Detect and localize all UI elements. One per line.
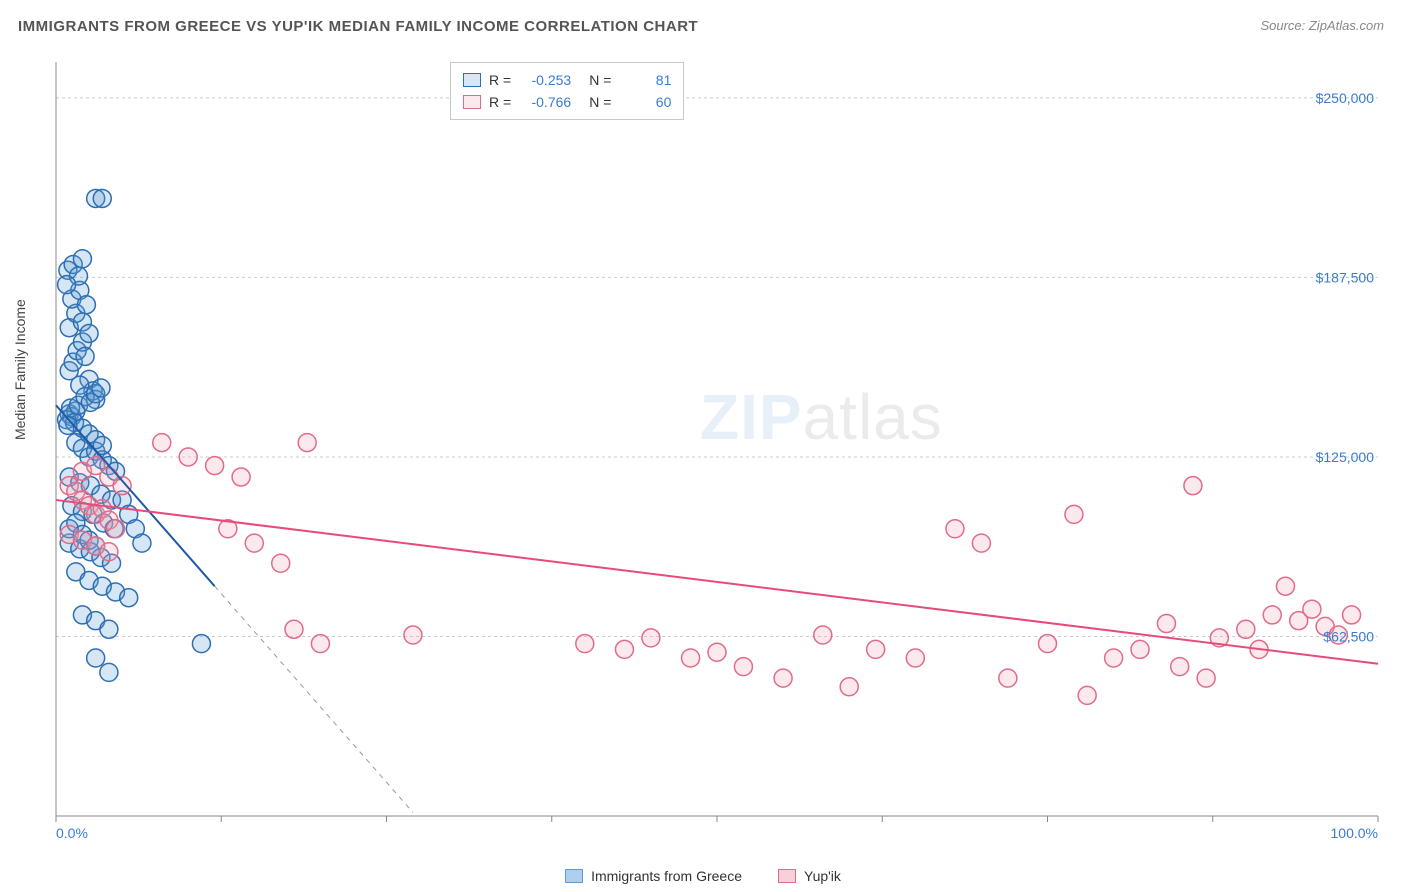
legend-label: Yup'ik (804, 868, 841, 884)
data-point (1171, 658, 1189, 676)
legend-bottom: Immigrants from Greece Yup'ik (0, 868, 1406, 886)
data-point (76, 347, 94, 365)
data-point (734, 658, 752, 676)
data-point (272, 554, 290, 572)
x-tick-label: 100.0% (1331, 825, 1378, 838)
data-point (1131, 640, 1149, 658)
data-point (946, 520, 964, 538)
data-point (92, 379, 110, 397)
data-point (999, 669, 1017, 687)
stat-n-label: N = (589, 91, 611, 113)
data-point (1343, 606, 1361, 624)
data-point (285, 620, 303, 638)
data-point (682, 649, 700, 667)
data-point (840, 678, 858, 696)
y-tick-label: $250,000 (1316, 90, 1375, 106)
legend-label: Immigrants from Greece (591, 868, 742, 884)
data-point (245, 534, 263, 552)
legend-swatch (463, 73, 481, 87)
data-point (774, 669, 792, 687)
data-point (179, 448, 197, 466)
trendline (56, 500, 1378, 664)
data-point (906, 649, 924, 667)
data-point (576, 635, 594, 653)
data-point (100, 620, 118, 638)
data-point (1237, 620, 1255, 638)
y-tick-label: $62,500 (1323, 628, 1374, 644)
data-point (100, 663, 118, 681)
data-point (1078, 686, 1096, 704)
legend-item: Immigrants from Greece (565, 868, 742, 884)
data-point (192, 635, 210, 653)
data-point (87, 649, 105, 667)
data-point (153, 434, 171, 452)
data-point (58, 276, 76, 294)
data-point (106, 520, 124, 538)
data-point (298, 434, 316, 452)
chart-title: IMMIGRANTS FROM GREECE VS YUP'IK MEDIAN … (18, 18, 698, 35)
stat-n-value: 60 (619, 91, 671, 113)
legend-swatch (778, 869, 796, 883)
data-point (972, 534, 990, 552)
data-point (708, 643, 726, 661)
y-axis-label: Median Family Income (12, 299, 28, 440)
stat-r-value: -0.766 (519, 91, 571, 113)
data-point (77, 296, 95, 314)
data-point (1039, 635, 1057, 653)
data-point (1303, 600, 1321, 618)
stat-r-label: R = (489, 91, 511, 113)
data-point (642, 629, 660, 647)
legend-item: Yup'ik (778, 868, 841, 884)
data-point (1184, 477, 1202, 495)
x-tick-label: 0.0% (56, 825, 88, 838)
data-point (404, 626, 422, 644)
legend-stats-box: R = -0.253 N = 81 R = -0.766 N = 60 (450, 62, 684, 120)
data-point (232, 468, 250, 486)
stat-r-label: R = (489, 69, 511, 91)
data-point (814, 626, 832, 644)
chart-area: $62,500 $125,000 $187,500 $250,000 0.0% 100.0… (48, 58, 1388, 838)
legend-stats-row: R = -0.766 N = 60 (463, 91, 671, 113)
data-point (1197, 669, 1215, 687)
y-tick-label: $187,500 (1316, 269, 1375, 285)
chart-svg: $62,500 $125,000 $187,500 $250,000 0.0% 100.0… (48, 58, 1388, 838)
data-point (73, 250, 91, 268)
stat-n-label: N = (589, 69, 611, 91)
data-point (311, 635, 329, 653)
data-point (1105, 649, 1123, 667)
data-point (120, 589, 138, 607)
trendline-extension (215, 586, 413, 812)
y-tick-label: $125,000 (1316, 449, 1375, 465)
data-point (1065, 505, 1083, 523)
data-point (615, 640, 633, 658)
data-point (80, 324, 98, 342)
legend-stats-row: R = -0.253 N = 81 (463, 69, 671, 91)
stat-n-value: 81 (619, 69, 671, 91)
source-label: Source: ZipAtlas.com (1260, 18, 1384, 33)
data-point (206, 457, 224, 475)
data-point (867, 640, 885, 658)
data-point (1157, 615, 1175, 633)
data-point (100, 543, 118, 561)
legend-swatch (463, 95, 481, 109)
data-point (93, 189, 111, 207)
legend-swatch (565, 869, 583, 883)
data-point (133, 534, 151, 552)
data-point (1276, 577, 1294, 595)
data-point (1263, 606, 1281, 624)
stat-r-value: -0.253 (519, 69, 571, 91)
